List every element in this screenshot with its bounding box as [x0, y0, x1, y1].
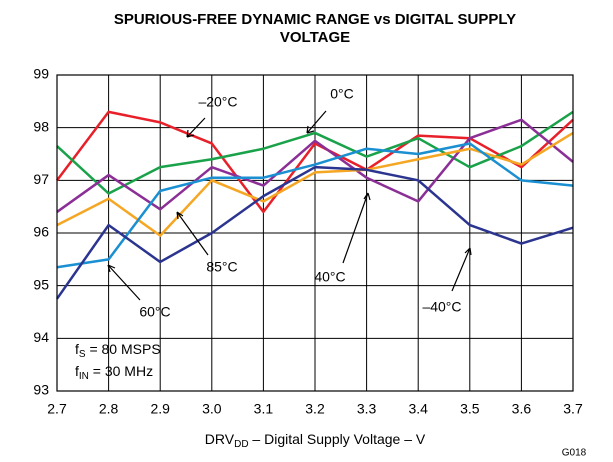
arrow [451, 247, 472, 292]
y-tick-label: 94 [33, 329, 49, 345]
annotation-part: S [79, 349, 86, 360]
x-tick-label: 2.9 [150, 401, 170, 417]
series-label: –40°C [422, 299, 461, 315]
x-tick-label: 2.8 [99, 401, 119, 417]
arrow [176, 211, 209, 256]
series-line [56, 142, 574, 269]
y-tick-label: 97 [33, 171, 49, 187]
x-tick-label: 3.3 [357, 401, 377, 417]
arrow [186, 117, 206, 138]
annotation-part: f [75, 363, 79, 379]
series-label: –20°C [198, 94, 237, 110]
annotation-part: IN [79, 371, 89, 382]
series-label: 40°C [314, 269, 345, 285]
y-tick-label: 96 [33, 224, 49, 240]
x-tick-label: 2.7 [47, 401, 67, 417]
annotation-part: f [75, 341, 79, 357]
annotation-part: = 30 MHz [89, 363, 153, 379]
series-line [56, 118, 574, 213]
y-tick-label: 98 [33, 118, 49, 134]
series-labels: –20°C 0°C 85°C 40°C 60°C –40°C [107, 86, 472, 320]
series-line [55, 165, 574, 300]
x-axis-label-part: – Digital Supply Voltage – V [249, 431, 426, 447]
plot-frame [56, 74, 574, 392]
lines [55, 110, 574, 300]
series-line [56, 110, 574, 195]
x-axis-label: DRVDD – Digital Supply Voltage – V [205, 431, 426, 450]
x-tick-label: 3.0 [202, 401, 222, 417]
x-tick-label: 3.7 [563, 401, 583, 417]
arrow [342, 192, 371, 264]
series-label: 85°C [206, 259, 237, 275]
annotation: fIN = 30 MHz [75, 363, 153, 382]
series-label: 0°C [330, 86, 354, 102]
annotation-part: = 80 MSPS [86, 341, 161, 357]
arrow [107, 264, 141, 301]
chart-title: VOLTAGE [280, 29, 350, 46]
x-axis-label-part: DRV [205, 431, 235, 447]
x-tick-label: 3.2 [305, 401, 325, 417]
series-line [56, 110, 574, 214]
y-tick-label: 93 [33, 382, 49, 398]
arrow [306, 110, 327, 134]
series-line [56, 131, 574, 237]
y-tick-label: 95 [33, 276, 49, 292]
x-tick-label: 3.1 [254, 401, 274, 417]
series-label: 60°C [139, 304, 170, 320]
chart-title: SPURIOUS-FREE DYNAMIC RANGE vs DIGITAL S… [114, 11, 516, 28]
x-tick-label: 3.5 [460, 401, 480, 417]
x-tick-label: 3.4 [408, 401, 428, 417]
y-tick-label: 99 [33, 66, 49, 82]
x-axis-label-part: DD [234, 439, 248, 450]
figure-id: G018 [562, 448, 587, 459]
x-tick-label: 3.6 [512, 401, 532, 417]
annotation: fS = 80 MSPS [75, 341, 161, 360]
